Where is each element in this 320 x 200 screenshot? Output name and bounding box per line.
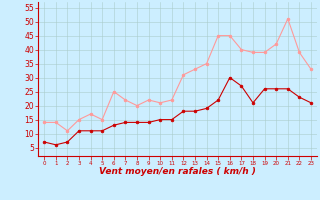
X-axis label: Vent moyen/en rafales ( km/h ): Vent moyen/en rafales ( km/h ) [99, 167, 256, 176]
